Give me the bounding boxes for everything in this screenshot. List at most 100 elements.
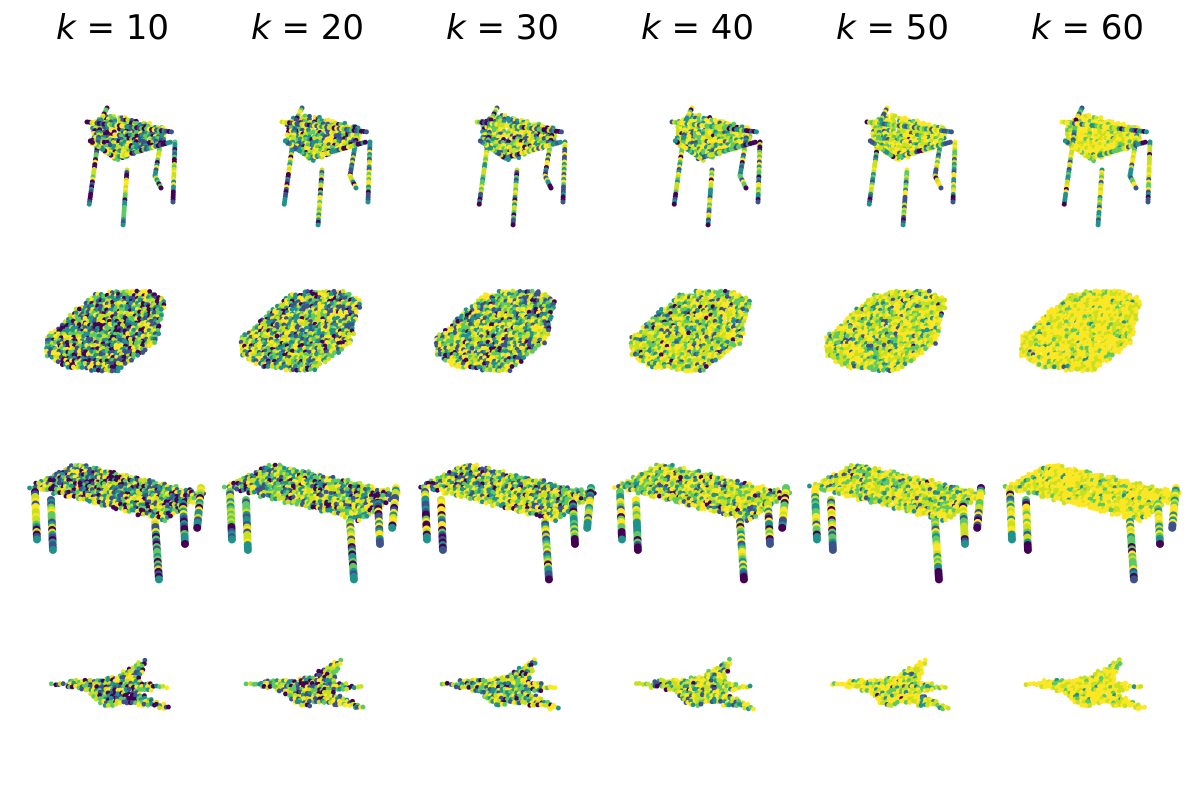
point [469,316,475,321]
point [326,340,332,346]
point [545,304,551,309]
point [443,330,448,336]
column-title-value: 30 [515,8,560,48]
point [133,129,139,135]
point-cloud-chair [15,80,210,260]
point [533,327,539,333]
point [312,367,318,373]
point [148,318,154,324]
point [672,138,678,144]
point [518,142,524,148]
point [107,321,113,327]
point [127,336,133,342]
point [338,340,343,346]
point [257,351,263,357]
point [482,295,488,300]
point [292,343,298,349]
point [351,331,357,337]
point [73,310,79,316]
point [502,113,508,118]
point [113,345,119,351]
point [305,345,311,351]
column-title-value: 10 [125,8,170,48]
point [524,351,530,357]
point [109,342,115,348]
point [491,351,497,357]
column-title: k = 40 [600,8,795,48]
point [1109,130,1115,136]
point [101,333,107,339]
point [260,321,265,327]
point [529,288,535,294]
point [546,327,551,333]
point [82,360,88,366]
point [1098,115,1104,120]
point [290,367,296,373]
point [307,366,313,372]
point [719,138,724,144]
point-cloud-render [864,105,958,228]
point [135,352,141,358]
point [269,364,275,369]
column-title-equals: = [660,8,711,48]
point [308,330,314,336]
point [753,129,759,135]
point [86,345,92,351]
point [464,325,470,331]
point [892,130,898,136]
point [675,130,681,136]
point [938,185,944,191]
point [510,222,516,228]
point [521,295,527,301]
column-title-equals: = [270,8,321,48]
point [452,352,458,357]
point [548,185,554,191]
point [158,306,164,312]
column-title: k = 10 [15,8,210,48]
column-title-equals: = [855,8,906,48]
point [469,345,475,351]
point [703,117,709,123]
point-cloud-render [84,105,178,228]
point [707,129,713,135]
point [79,365,85,370]
point [478,327,484,333]
point [283,331,289,336]
point-cloud-render [1059,105,1153,228]
point [158,185,164,191]
point [357,301,362,307]
point [499,298,505,304]
column-title-variable: k [250,8,271,48]
point [305,289,311,294]
column-title-variable: k [55,8,76,48]
point-cloud-car [210,262,405,442]
point [113,307,118,313]
point [82,315,88,321]
point [85,351,91,357]
point [914,132,920,138]
point [250,346,256,352]
point [1062,138,1068,144]
point [560,199,566,205]
column-title-variable: k [835,8,856,48]
point [320,312,326,318]
point [328,291,334,297]
point [326,356,332,362]
point [134,133,140,139]
point [92,367,98,373]
point [110,361,115,366]
column-title: k = 30 [405,8,600,48]
point [134,288,140,294]
point [170,199,176,205]
point [506,291,512,297]
point [112,118,118,124]
point [335,346,341,352]
point [1064,127,1070,133]
point [1145,199,1151,205]
point [700,135,706,141]
point [948,129,954,135]
point [103,367,109,373]
point [64,340,70,345]
column-title-variable: k [1030,8,1051,48]
point [297,136,303,142]
